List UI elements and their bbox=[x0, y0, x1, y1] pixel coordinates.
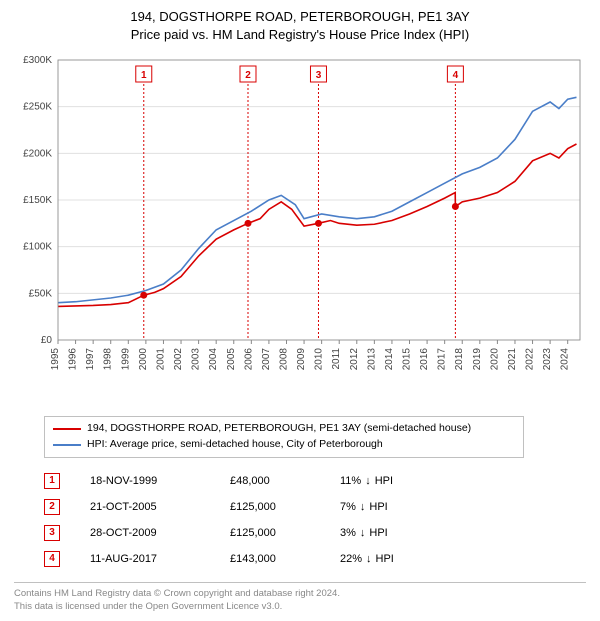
title-address: 194, DOGSTHORPE ROAD, PETERBOROUGH, PE1 … bbox=[10, 8, 590, 26]
svg-text:2017: 2017 bbox=[437, 348, 448, 371]
svg-text:1996: 1996 bbox=[68, 348, 79, 371]
svg-text:2019: 2019 bbox=[472, 348, 483, 371]
sale-marker: 3 bbox=[44, 525, 60, 541]
svg-text:2016: 2016 bbox=[419, 348, 430, 371]
legend: 194, DOGSTHORPE ROAD, PETERBOROUGH, PE1 … bbox=[44, 416, 524, 458]
svg-text:3: 3 bbox=[316, 70, 322, 81]
svg-text:1998: 1998 bbox=[103, 348, 114, 371]
sale-hpi-delta: 22%↓HPI bbox=[340, 553, 440, 565]
sale-marker: 1 bbox=[44, 473, 60, 489]
svg-text:2007: 2007 bbox=[261, 348, 272, 371]
footer-line1: Contains HM Land Registry data © Crown c… bbox=[14, 587, 586, 600]
svg-text:1999: 1999 bbox=[120, 348, 131, 371]
svg-text:1997: 1997 bbox=[85, 348, 96, 371]
svg-text:2021: 2021 bbox=[507, 348, 518, 371]
sale-hpi-delta: 3%↓HPI bbox=[340, 527, 440, 539]
svg-text:1995: 1995 bbox=[50, 348, 61, 371]
svg-text:2015: 2015 bbox=[402, 348, 413, 371]
sale-date: 21-OCT-2005 bbox=[90, 501, 200, 513]
svg-text:£300K: £300K bbox=[23, 55, 52, 66]
sale-date: 28-OCT-2009 bbox=[90, 527, 200, 539]
svg-text:2023: 2023 bbox=[542, 348, 553, 371]
sale-price: £125,000 bbox=[230, 501, 310, 513]
sale-price: £48,000 bbox=[230, 475, 310, 487]
legend-label: HPI: Average price, semi-detached house,… bbox=[87, 437, 383, 453]
sale-hpi-delta: 7%↓HPI bbox=[340, 501, 440, 513]
svg-text:2004: 2004 bbox=[208, 348, 219, 371]
chart-svg: £0 £50K £100K £150K £200K £250K £300K 1995 1996 1… bbox=[10, 50, 590, 410]
svg-text:£0: £0 bbox=[41, 335, 53, 346]
svg-text:2012: 2012 bbox=[349, 348, 360, 371]
down-arrow-icon: ↓ bbox=[366, 553, 372, 565]
sales-table: 1 18-NOV-1999 £48,000 11%↓HPI 2 21-OCT-2005 £1… bbox=[44, 468, 524, 572]
svg-text:2014: 2014 bbox=[384, 348, 395, 371]
svg-text:2006: 2006 bbox=[243, 348, 254, 371]
legend-label: 194, DOGSTHORPE ROAD, PETERBOROUGH, PE1 … bbox=[87, 421, 471, 437]
chart: £0 £50K £100K £150K £200K £250K £300K 1995 1996 1… bbox=[10, 50, 590, 410]
svg-text:2002: 2002 bbox=[173, 348, 184, 371]
svg-text:4: 4 bbox=[453, 70, 459, 81]
svg-text:2024: 2024 bbox=[560, 348, 571, 371]
legend-swatch bbox=[53, 428, 81, 430]
title-subtitle: Price paid vs. HM Land Registry's House … bbox=[10, 26, 590, 44]
page-root: 194, DOGSTHORPE ROAD, PETERBOROUGH, PE1 … bbox=[0, 0, 600, 621]
title-block: 194, DOGSTHORPE ROAD, PETERBOROUGH, PE1 … bbox=[10, 8, 590, 44]
svg-text:£200K: £200K bbox=[23, 149, 52, 160]
svg-text:£150K: £150K bbox=[23, 195, 52, 206]
sale-price: £143,000 bbox=[230, 553, 310, 565]
legend-item: HPI: Average price, semi-detached house,… bbox=[53, 437, 515, 453]
svg-text:£100K: £100K bbox=[23, 242, 52, 253]
svg-text:2013: 2013 bbox=[366, 348, 377, 371]
sales-row: 1 18-NOV-1999 £48,000 11%↓HPI bbox=[44, 468, 524, 494]
svg-text:1: 1 bbox=[141, 70, 147, 81]
sale-date: 11-AUG-2017 bbox=[90, 553, 200, 565]
svg-text:2008: 2008 bbox=[278, 348, 289, 371]
sales-row: 2 21-OCT-2005 £125,000 7%↓HPI bbox=[44, 494, 524, 520]
legend-item: 194, DOGSTHORPE ROAD, PETERBOROUGH, PE1 … bbox=[53, 421, 515, 437]
svg-text:2022: 2022 bbox=[525, 348, 536, 371]
svg-text:2010: 2010 bbox=[314, 348, 325, 371]
svg-text:2: 2 bbox=[245, 70, 251, 81]
down-arrow-icon: ↓ bbox=[365, 475, 371, 487]
svg-text:2011: 2011 bbox=[331, 348, 342, 370]
footer-line2: This data is licensed under the Open Gov… bbox=[14, 600, 586, 613]
legend-swatch bbox=[53, 444, 81, 446]
sale-date: 18-NOV-1999 bbox=[90, 475, 200, 487]
svg-text:2018: 2018 bbox=[454, 348, 465, 371]
svg-text:2005: 2005 bbox=[226, 348, 237, 371]
sale-marker: 4 bbox=[44, 551, 60, 567]
sales-row: 3 28-OCT-2009 £125,000 3%↓HPI bbox=[44, 520, 524, 546]
svg-text:2020: 2020 bbox=[489, 348, 500, 371]
down-arrow-icon: ↓ bbox=[360, 501, 366, 513]
sale-hpi-delta: 11%↓HPI bbox=[340, 475, 440, 487]
svg-text:2009: 2009 bbox=[296, 348, 307, 371]
sale-marker: 2 bbox=[44, 499, 60, 515]
svg-text:2001: 2001 bbox=[155, 348, 166, 371]
svg-text:£250K: £250K bbox=[23, 102, 52, 113]
svg-text:£50K: £50K bbox=[29, 289, 53, 300]
footer: Contains HM Land Registry data © Crown c… bbox=[14, 582, 586, 614]
sales-row: 4 11-AUG-2017 £143,000 22%↓HPI bbox=[44, 546, 524, 572]
sale-price: £125,000 bbox=[230, 527, 310, 539]
down-arrow-icon: ↓ bbox=[360, 527, 366, 539]
svg-text:2000: 2000 bbox=[138, 348, 149, 371]
svg-text:2003: 2003 bbox=[191, 348, 202, 371]
